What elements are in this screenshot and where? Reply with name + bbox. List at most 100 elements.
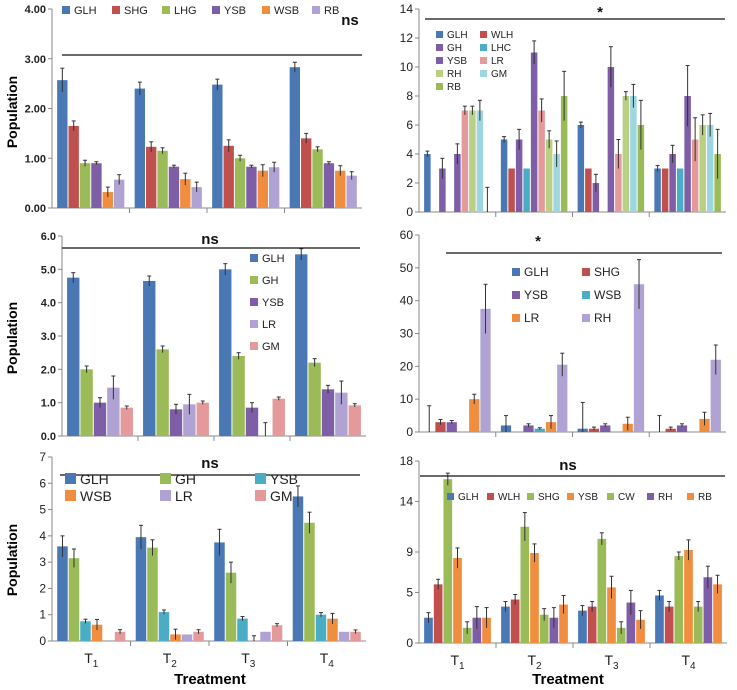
bar-RH-T2 (557, 364, 568, 432)
legend-label: SHG (538, 492, 560, 503)
x-axis-title-right: Treatment (532, 671, 604, 688)
bar-WSB-T2 (534, 428, 545, 432)
legend-swatch (512, 268, 520, 276)
y-tick-label: 0.00 (25, 203, 46, 215)
bar-LR-T2 (183, 404, 196, 436)
bar-GH-T2 (147, 547, 158, 641)
y-tick-label: 4.00 (25, 4, 46, 16)
legend-swatch (607, 493, 614, 500)
bar-LHG-T2 (157, 150, 168, 208)
bar-CW-T4 (693, 606, 703, 643)
bar-RB-T4 (346, 175, 357, 208)
legend-label: GLH (262, 253, 285, 265)
legend-label: YSB (578, 492, 598, 503)
y-tick-label: 40 (400, 294, 414, 308)
bar-GM-T2 (196, 402, 209, 436)
bar-LR-T2 (538, 110, 545, 212)
bar-RH-T4 (699, 125, 706, 212)
bar-WLH-T3 (587, 606, 597, 643)
significance-label: ns (559, 457, 577, 474)
significance-label: * (535, 233, 541, 250)
legend-swatch (112, 6, 120, 14)
bar-WLH-T2 (510, 599, 520, 643)
bar-RB-T3 (636, 619, 645, 643)
legend-label: LR (491, 56, 504, 67)
y-tick-label: 50 (400, 261, 414, 275)
y-tick-label: 3.00 (25, 54, 46, 66)
legend-label: GLH (74, 5, 97, 17)
bar-RB-T1 (482, 617, 491, 643)
bar-GLH-T4 (655, 595, 664, 643)
bar-GM-T1 (120, 407, 133, 436)
bar-WLH-T4 (664, 606, 674, 643)
bar-YSB-T2 (158, 612, 170, 641)
y-tick-label: 8 (406, 89, 413, 103)
y-tick-label: 0 (406, 425, 413, 439)
legend-label: LHC (491, 43, 511, 54)
bar-LHG-T1 (79, 163, 91, 208)
bar-GH-T3 (592, 183, 600, 212)
bar-RH-T3 (633, 284, 645, 432)
legend-label: GLH (524, 265, 549, 279)
bar-YSB-T4 (684, 549, 693, 643)
bar-GH-T3 (225, 572, 237, 641)
y-tick-label: 18 (400, 454, 414, 468)
chart-panel-1: 0.00 1.00 2.00 3.00 4.00 ns GLH SHG LHG YSB WSB RB (25, 4, 362, 215)
chart-panel-5: 0 1 2 3 4 5 6 7 T1 T2 T3 T4 ns GLH GH YSB WSB LR GM (39, 450, 366, 670)
bar-YSB-T2 (169, 409, 183, 436)
bar-RH-T3 (622, 96, 630, 212)
chart-panel-3: 0.0 1.0 2.0 3.0 4.0 5.0 6.0 ns GLH GH YSB LR GM (41, 231, 366, 443)
bar-RB-T2 (191, 187, 202, 208)
bar-YSB-T4 (684, 96, 691, 212)
chart-panel-6: 0 5 9 14 18 T1 T2 T3 T4 ns GLH WLH SHG YSB CW RH RB (400, 454, 727, 672)
x-tick-label: T3 (241, 650, 256, 670)
bar-GLH-T3 (577, 125, 585, 212)
y-tick-label: 0.0 (41, 431, 56, 443)
legend-label: LHG (174, 5, 197, 17)
bar-RB-T2 (559, 604, 568, 643)
bar-GH-T2 (515, 139, 523, 212)
y-tick-label: 2.00 (25, 104, 46, 116)
bar-GLH-T2 (143, 281, 156, 436)
bar-YSB-T1 (454, 154, 461, 212)
bar-SHG-T2 (520, 526, 530, 643)
bar-RH-T1 (480, 308, 491, 432)
bar-WSB-T1 (102, 192, 113, 208)
y-tick-label: 10 (400, 60, 414, 74)
bar-RH-T4 (703, 577, 713, 643)
bar-YSB-T4 (321, 389, 335, 436)
x-tick-label: T1 (84, 650, 99, 670)
bar-GH-T1 (439, 168, 446, 212)
legend-swatch (160, 490, 171, 501)
bar-LR-T4 (699, 418, 710, 432)
legend-label: GH (447, 43, 462, 54)
bar-YSB-T3 (607, 67, 615, 212)
bar-CW-T3 (616, 627, 626, 643)
legend-swatch (212, 6, 220, 14)
bar-SHG-T1 (443, 479, 453, 643)
y-tick-label: 10 (400, 392, 414, 406)
legend-swatch (436, 70, 443, 77)
bar-YSB-T3 (607, 587, 616, 643)
axes: 0 1 2 3 4 5 6 7 T1 T2 T3 T4 (39, 450, 366, 670)
bar-YSB-T1 (446, 422, 457, 432)
legend-swatch (582, 291, 590, 299)
y-tick-label: 2 (39, 581, 46, 595)
y-tick-label: 14 (400, 494, 414, 508)
bar-GH-T3 (232, 356, 245, 436)
bar-GLH-T2 (501, 606, 510, 643)
bar-GM-T3 (272, 398, 285, 436)
legend-swatch (512, 314, 520, 322)
bar-GLH-T1 (67, 277, 80, 436)
bar-SHG-T1 (68, 125, 79, 208)
bar-WLH-T2 (508, 168, 515, 212)
bar-YSB-T3 (237, 618, 248, 641)
legend-swatch (250, 342, 258, 350)
bar-WSB-T2 (180, 179, 191, 208)
bar-YSB-T1 (91, 163, 102, 208)
y-tick-label: 1.00 (25, 153, 46, 165)
legend-swatch (436, 44, 443, 51)
legend-swatch (250, 320, 258, 328)
y-tick-label: 6 (39, 476, 46, 490)
legend-swatch (647, 493, 654, 500)
